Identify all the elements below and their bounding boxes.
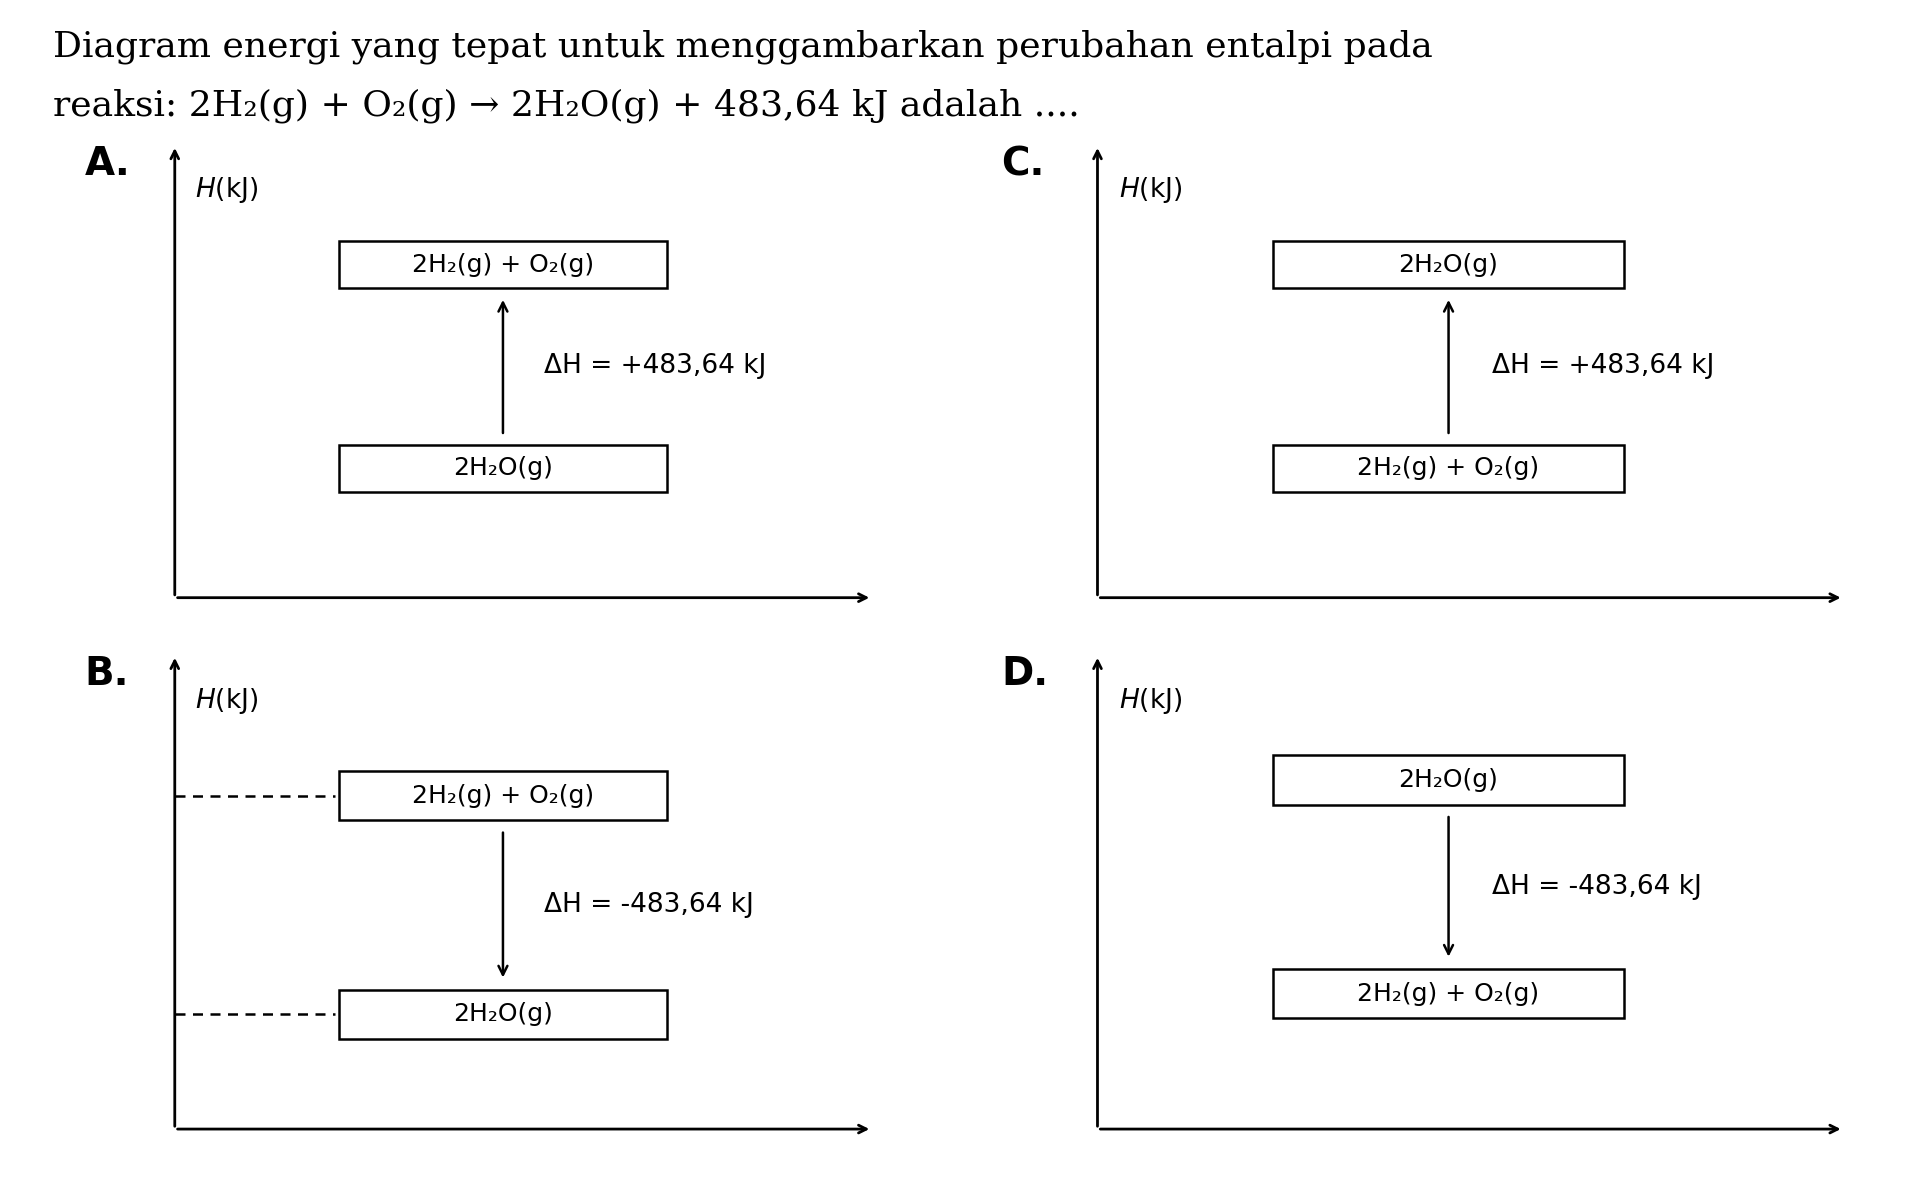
FancyBboxPatch shape <box>1272 445 1623 493</box>
FancyBboxPatch shape <box>339 445 667 493</box>
Text: $\it{H}$(kJ): $\it{H}$(kJ) <box>195 687 257 716</box>
Text: $\it{H}$(kJ): $\it{H}$(kJ) <box>1119 175 1182 205</box>
Text: ΔH = +483,64 kJ: ΔH = +483,64 kJ <box>543 354 767 379</box>
Text: C.: C. <box>1001 146 1043 184</box>
Text: B.: B. <box>84 655 130 693</box>
Text: 2H₂O(g): 2H₂O(g) <box>452 456 553 481</box>
FancyBboxPatch shape <box>1272 969 1623 1018</box>
Text: 2H₂(g) + O₂(g): 2H₂(g) + O₂(g) <box>412 784 593 807</box>
FancyBboxPatch shape <box>339 990 667 1040</box>
Text: 2H₂(g) + O₂(g): 2H₂(g) + O₂(g) <box>412 252 593 277</box>
FancyBboxPatch shape <box>1272 240 1623 288</box>
Text: 2H₂O(g): 2H₂O(g) <box>452 1003 553 1027</box>
Text: $\it{H}$(kJ): $\it{H}$(kJ) <box>1119 687 1182 716</box>
Text: Diagram energi yang tepat untuk menggambarkan perubahan entalpi pada: Diagram energi yang tepat untuk menggamb… <box>53 30 1432 64</box>
FancyBboxPatch shape <box>339 240 667 288</box>
Text: A.: A. <box>84 146 130 184</box>
FancyBboxPatch shape <box>1272 755 1623 805</box>
FancyBboxPatch shape <box>339 771 667 821</box>
Text: D.: D. <box>1001 655 1047 693</box>
Text: reaksi: 2H₂(g) + O₂(g) → 2H₂O(g) + 483,64 kJ adalah ....: reaksi: 2H₂(g) + O₂(g) → 2H₂O(g) + 483,6… <box>53 89 1079 123</box>
Text: 2H₂O(g): 2H₂O(g) <box>1398 252 1497 277</box>
Text: ΔH = -483,64 kJ: ΔH = -483,64 kJ <box>543 892 753 918</box>
Text: ΔH = -483,64 kJ: ΔH = -483,64 kJ <box>1491 874 1701 900</box>
Text: 2H₂(g) + O₂(g): 2H₂(g) + O₂(g) <box>1356 982 1539 1005</box>
Text: ΔH = +483,64 kJ: ΔH = +483,64 kJ <box>1491 354 1714 379</box>
Text: 2H₂O(g): 2H₂O(g) <box>1398 768 1497 792</box>
Text: 2H₂(g) + O₂(g): 2H₂(g) + O₂(g) <box>1356 456 1539 481</box>
Text: $\it{H}$(kJ): $\it{H}$(kJ) <box>195 175 257 205</box>
